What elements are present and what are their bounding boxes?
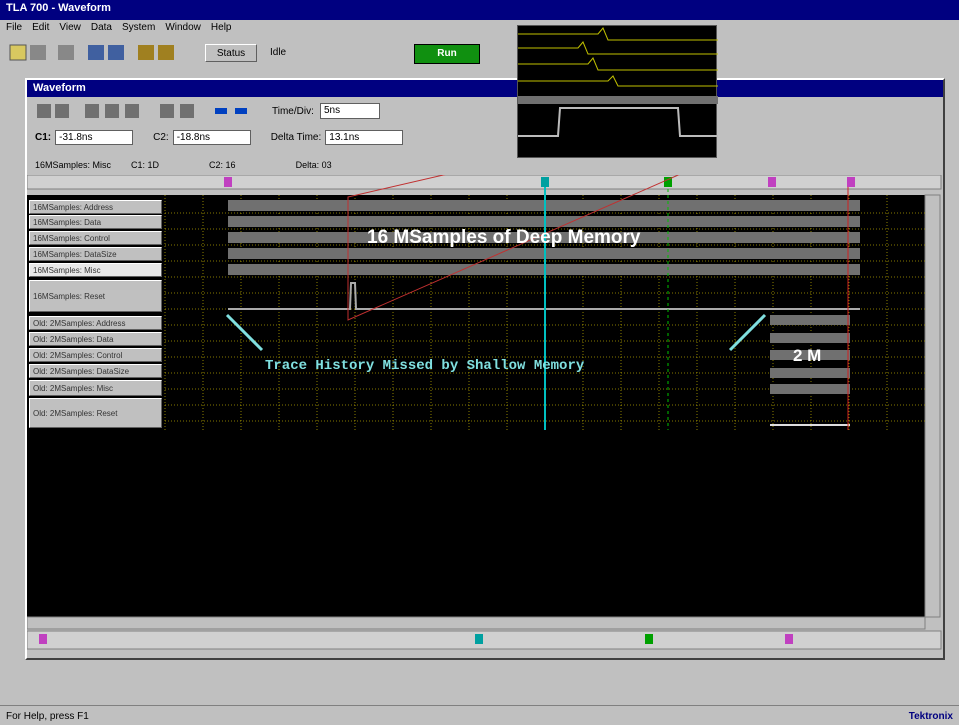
run-button[interactable]: Run bbox=[414, 44, 480, 64]
channel-label[interactable]: Old: 2MSamples: Control bbox=[29, 348, 162, 362]
menu-item[interactable]: System bbox=[122, 22, 155, 33]
time-div-field[interactable]: 5ns bbox=[320, 103, 380, 119]
window-title: Waveform bbox=[27, 80, 943, 97]
cursor-value[interactable]: 13.1ns bbox=[325, 130, 403, 145]
channel-label[interactable]: Old: 2MSamples: Address bbox=[29, 316, 162, 330]
brand: Tektronix bbox=[909, 711, 953, 722]
deep-memory-label: 16 MSamples of Deep Memory bbox=[367, 227, 641, 248]
app-title: TLA 700 - Waveform bbox=[0, 0, 959, 20]
status-text: Idle bbox=[270, 47, 286, 58]
menu-item[interactable]: Help bbox=[211, 22, 232, 33]
status-button[interactable]: Status bbox=[205, 44, 257, 62]
cursor-value[interactable]: -18.8ns bbox=[173, 130, 251, 145]
menu-item[interactable]: Window bbox=[165, 22, 201, 33]
help-text: For Help, press F1 bbox=[6, 711, 89, 722]
menu-item[interactable]: View bbox=[59, 22, 81, 33]
toolbar-icons bbox=[8, 44, 188, 62]
status-bar: For Help, press F1 Tektronix bbox=[0, 705, 959, 725]
channel-label[interactable]: Old: 2MSamples: Reset bbox=[29, 398, 162, 428]
shallow-memory-label: 2 M bbox=[793, 346, 821, 365]
cursor-fields: C1: -31.8ns C2: -18.8ns Delta Time:13.1ns bbox=[35, 130, 403, 150]
channel-label[interactable]: 16MSamples: Data bbox=[29, 215, 162, 229]
cursor-label: C1: bbox=[35, 132, 51, 143]
missed-history-label: Trace History Missed by Shallow Memory bbox=[265, 358, 585, 374]
zoom-inset bbox=[517, 25, 717, 158]
cursor-value[interactable]: -31.8ns bbox=[55, 130, 133, 145]
readout-item: C1: 1D bbox=[131, 160, 159, 170]
menu-item[interactable]: Edit bbox=[32, 22, 49, 33]
readout: 16MSamples: Misc C1: 1D C2: 16 Delta: 03 bbox=[35, 160, 332, 171]
channel-label[interactable]: 16MSamples: Address bbox=[29, 200, 162, 214]
screen: TLA 700 - Waveform File Edit View Data Syste… bbox=[0, 0, 959, 725]
readout-item: Delta: 03 bbox=[296, 160, 332, 170]
waveform-area: 16 MSamples of Deep Memory Trace History … bbox=[27, 175, 943, 655]
cursor-label: Delta Time: bbox=[271, 132, 322, 143]
channel-label[interactable]: Old: 2MSamples: Misc bbox=[29, 380, 162, 396]
menu-item[interactable]: File bbox=[6, 22, 22, 33]
time-div-label: Time/Div: bbox=[272, 106, 314, 117]
menu-item[interactable]: Data bbox=[91, 22, 112, 33]
channel-label[interactable]: 16MSamples: Reset bbox=[29, 280, 162, 312]
readout-item: C2: 16 bbox=[209, 160, 236, 170]
menu-bar: File Edit View Data System Window Help bbox=[6, 22, 241, 36]
channel-label[interactable]: 16MSamples: Control bbox=[29, 231, 162, 245]
channel-label[interactable]: Old: 2MSamples: Data bbox=[29, 332, 162, 346]
window-toolbar bbox=[35, 102, 265, 120]
channel-label[interactable]: Old: 2MSamples: DataSize bbox=[29, 364, 162, 378]
channel-label[interactable]: 16MSamples: Misc bbox=[29, 263, 162, 277]
readout-item: 16MSamples: Misc bbox=[35, 160, 111, 170]
cursor-label: C2: bbox=[153, 132, 169, 143]
channel-label[interactable]: 16MSamples: DataSize bbox=[29, 247, 162, 261]
